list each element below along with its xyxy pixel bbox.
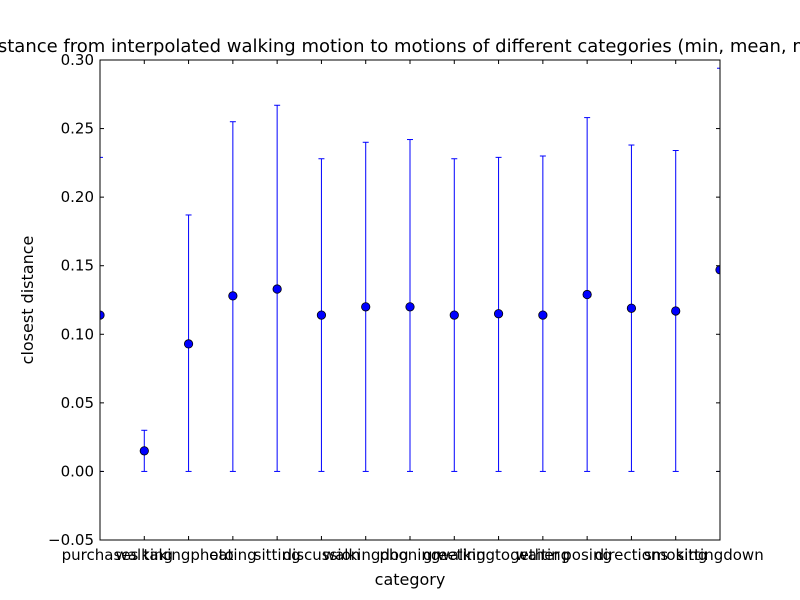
data-point <box>405 302 415 312</box>
x-tick-label: smoking <box>644 546 708 564</box>
data-point <box>316 310 327 320</box>
chart-title: distance from interpolated walking motio… <box>0 36 800 57</box>
data-point <box>272 284 282 294</box>
plot-area <box>100 67 720 472</box>
data-point <box>183 339 194 349</box>
data-point <box>449 310 459 320</box>
y-tick-label: 0.05 <box>61 394 94 412</box>
y-tick-label: 0.20 <box>61 188 94 206</box>
x-tick-label: takingphoto <box>143 546 233 564</box>
x-tick-label: walkingdog <box>323 546 409 564</box>
y-tick-label: −0.05 <box>48 531 94 549</box>
x-tick-label: directions <box>595 546 669 564</box>
x-tick-label: phoning <box>380 546 441 564</box>
x-axis: purchaseswalkingtakingphotoeatingsitting… <box>62 60 764 564</box>
data-point <box>626 303 637 313</box>
data-point <box>671 306 681 316</box>
x-axis-label: category <box>375 570 446 589</box>
x-tick-label: purchases <box>62 546 139 564</box>
x-tick-label: posing <box>562 546 612 564</box>
x-tick-label: walkingtogether <box>438 546 561 564</box>
x-tick-label: eating <box>209 546 257 564</box>
y-axis: −0.05 0.00 0.05 0.10 0.15 0.20 0.25 0.30 <box>48 51 720 549</box>
x-tick-label: discussion <box>283 546 361 564</box>
x-tick-label: greeting <box>423 546 486 564</box>
data-point <box>538 310 548 320</box>
x-tick-label: walking <box>116 546 174 564</box>
y-axis-label: closest distance <box>18 236 37 365</box>
data-point <box>228 291 238 301</box>
y-tick-label: 0.00 <box>61 462 94 480</box>
x-tick-label: waiting <box>515 546 570 564</box>
y-tick-label: 0.25 <box>61 120 94 138</box>
data-point <box>361 302 371 312</box>
data-point <box>582 289 592 300</box>
y-tick-label: 0.15 <box>61 257 94 275</box>
x-tick-label: sittingdown <box>676 546 763 564</box>
y-tick-label: 0.30 <box>61 51 94 69</box>
data-point <box>493 309 504 319</box>
data-point <box>139 446 149 456</box>
x-tick-label: sitting <box>254 546 301 564</box>
y-tick-label: 0.10 <box>61 325 94 343</box>
